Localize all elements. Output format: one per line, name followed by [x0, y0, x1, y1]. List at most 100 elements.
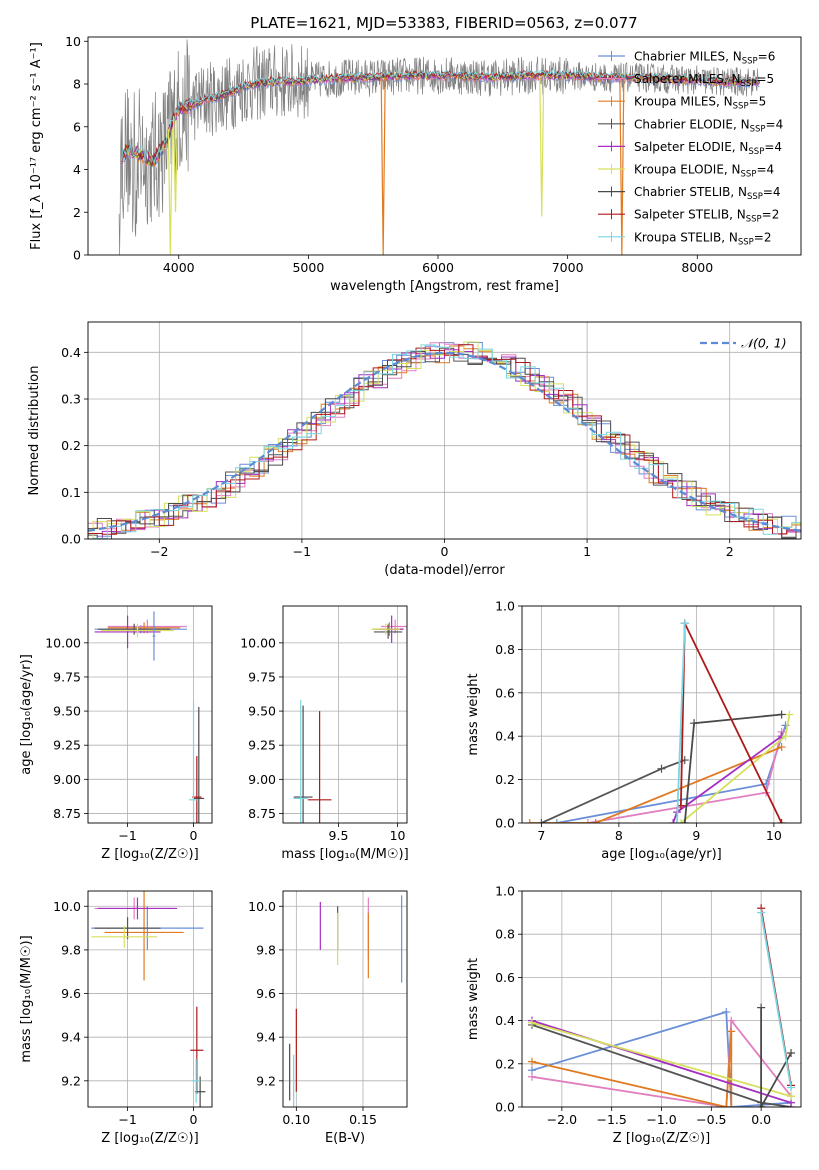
spectrum-panel: 4000 5000 6000 7000 8000 0 2 4 6 8 10 wavelength [A… [29, 34, 802, 294]
legend-label: Chabrier STELIB, NSSP=4 [634, 185, 781, 202]
y-tick-label: 8 [73, 77, 81, 92]
histogram-salpeter-stelib [88, 344, 801, 539]
weight-marker [673, 819, 681, 823]
spectral-dip [539, 75, 545, 217]
axes-frame [282, 890, 408, 1108]
plot-area [94, 611, 205, 823]
y-tick-label: 1.0 [495, 884, 515, 899]
x-tick-label: 6000 [422, 260, 454, 275]
weight-marker [680, 619, 689, 628]
y-tick-label: 9.50 [53, 704, 81, 719]
x-tick-label: 0.15 [349, 1112, 377, 1127]
weight-marker [722, 1007, 731, 1016]
y-tick-label: 9.4 [61, 1030, 81, 1045]
legend-label: 𝒩(0, 1) [741, 336, 787, 351]
weight-marker [777, 710, 786, 719]
y-tick-label: 9.2 [61, 1073, 81, 1088]
x-tick-label: 0 [190, 1112, 198, 1127]
x-tick-label: 9 [692, 828, 700, 843]
legend-count: =6 [758, 50, 776, 64]
y-tick-label: 1.0 [495, 599, 515, 614]
x-tick-label: 0 [441, 544, 449, 559]
weight-marker [676, 819, 685, 823]
weight-marker [527, 1018, 536, 1027]
y-tick-label: 9.00 [248, 772, 276, 787]
x-tick-label: −1.0 [646, 1112, 676, 1127]
x-tick-label: −1 [293, 544, 311, 559]
weight-marker [757, 1103, 766, 1107]
y-tick-label: 0.0 [495, 1100, 515, 1115]
weight-marker [722, 1103, 731, 1107]
legend-sub: SSP [738, 237, 754, 247]
weight-line-salpeter-miles [587, 731, 783, 823]
weight-marker [527, 1057, 536, 1066]
weight-line-kroupa-miles [531, 1031, 733, 1107]
x-tick-label: −2 [150, 544, 168, 559]
y-tick-label: 10.0 [248, 899, 276, 914]
axes-frame [87, 36, 802, 256]
x-tick-label: 5000 [292, 260, 324, 275]
weight-marker [781, 732, 790, 741]
weight-line-kroupa-stelib [760, 912, 792, 1088]
legend-count: =5 [756, 72, 774, 86]
weight-marker [527, 1072, 536, 1081]
x-axis-label: Z [log₁₀(Z/Z☉)] [613, 1131, 710, 1146]
y-tick-label: 8.75 [248, 806, 276, 821]
y-tick-label: 0.1 [61, 485, 81, 500]
legend-label: Kroupa ELODIE, NSSP=4 [634, 163, 774, 180]
axes-frame [282, 605, 408, 824]
x-tick-label: 0.0 [751, 1112, 771, 1127]
plot-area [527, 904, 796, 1107]
weight-marker [787, 1092, 796, 1101]
legend-label: Chabrier MILES, NSSP=6 [634, 50, 775, 67]
weight-line-kroupa-elodie [531, 1021, 792, 1098]
legend-label: Kroupa STELIB, NSSP=2 [634, 230, 772, 247]
panel-weight_vs_Z: −2.0 −1.5 −1.0 −0.5 0.0 0.0 0.2 0.4 0.6 0.8 1.0 Z [… [466, 884, 802, 1146]
y-tick-label: 9.75 [248, 669, 276, 684]
y-tick-label: 10.0 [53, 899, 81, 914]
x-axis-label: age [log₁₀(age/yr)] [601, 847, 722, 862]
y-tick-label: 0.8 [495, 642, 515, 657]
x-axis-label: Z [log₁₀(Z/Z☉)] [101, 847, 198, 862]
legend-count: =4 [766, 117, 784, 131]
plot-area [289, 895, 403, 1107]
panel-weight_vs_age: 7 8 9 10 0.0 0.2 0.4 0.6 0.8 1.0 age [log₁₀(age/yr… [466, 599, 802, 862]
y-tick-label: 9.2 [256, 1073, 276, 1088]
legend-sub: SSP [747, 192, 763, 202]
x-axis-label: wavelength [Angstrom, rest frame] [330, 279, 559, 294]
x-axis-label: (data-model)/error [384, 563, 505, 578]
y-tick-label: 9.75 [53, 669, 81, 684]
y-tick-label: 0 [73, 248, 81, 263]
weight-marker [680, 819, 689, 823]
legend-sub: SSP [746, 215, 762, 225]
y-tick-label: 9.25 [248, 738, 276, 753]
y-tick-label: 0.4 [495, 1013, 515, 1028]
legend-count: =2 [754, 230, 772, 244]
y-tick-label: 0.4 [61, 345, 81, 360]
legend-sub: SSP [741, 79, 757, 89]
model-kroupa-stelib [121, 68, 760, 163]
histogram-chabrier-stelib [88, 351, 801, 538]
y-tick-label: 10 [65, 34, 81, 49]
spectral-dip [167, 128, 173, 255]
y-axis-label: Normed distribution [27, 366, 42, 496]
weight-marker [537, 819, 546, 823]
legend-label: Salpeter MILES, NSSP=5 [634, 72, 774, 89]
x-tick-label: 8 [615, 828, 623, 843]
y-tick-label: 0.3 [61, 392, 81, 407]
y-tick-label: 9.6 [61, 986, 81, 1001]
x-tick-label: −1 [118, 1112, 136, 1127]
x-tick-label: −0.5 [696, 1112, 726, 1127]
y-tick-label: 0.0 [495, 816, 515, 831]
spectral-dip [619, 77, 625, 255]
legend-count: =4 [756, 163, 774, 177]
y-tick-label: 0.0 [61, 532, 81, 547]
plot-area [525, 619, 794, 823]
plot-area [91, 891, 206, 1107]
x-axis-label: Z [log₁₀(Z/Z☉)] [101, 1131, 198, 1146]
weight-line-chabrier-stelib [760, 1007, 792, 1107]
weight-line-kroupa-stelib [676, 623, 686, 823]
normal-curve [88, 351, 801, 532]
y-tick-label: 0.2 [61, 438, 81, 453]
